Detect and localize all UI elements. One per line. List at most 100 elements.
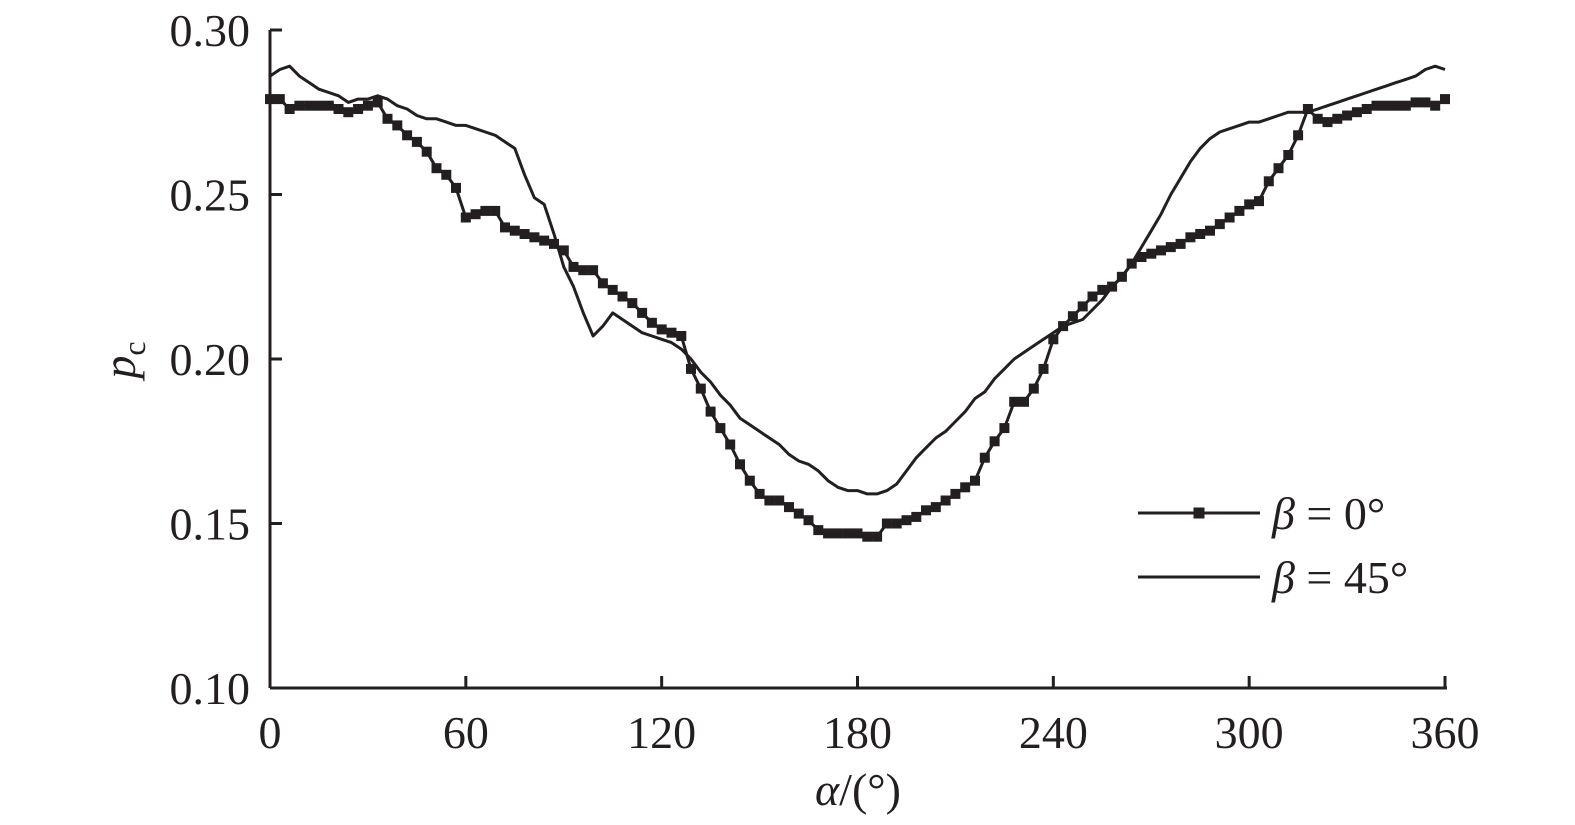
data-point <box>1136 252 1147 262</box>
data-point <box>1361 104 1372 114</box>
data-point <box>480 205 491 216</box>
data-point <box>441 169 452 180</box>
data-point <box>1234 205 1245 216</box>
data-point <box>666 327 677 338</box>
data-point <box>1146 248 1157 259</box>
data-point <box>646 317 657 328</box>
x-tick-label: 120 <box>627 707 696 758</box>
data-point <box>597 278 608 289</box>
data-point <box>519 229 530 239</box>
data-point <box>1038 363 1049 374</box>
legend-rest-beta-45: = 45° <box>1295 552 1408 603</box>
legend-symbol-beta-45: β <box>1271 552 1295 603</box>
data-point <box>744 475 755 486</box>
data-point <box>1214 219 1225 230</box>
legend-rest-beta-0: = 0° <box>1295 488 1385 539</box>
data-point <box>656 324 667 335</box>
data-point <box>421 146 432 157</box>
data-point <box>460 212 471 223</box>
data-point <box>539 235 550 246</box>
data-point <box>725 439 736 450</box>
data-point <box>1156 245 1166 256</box>
data-point <box>294 100 305 111</box>
y-axis-label: pc <box>94 341 152 381</box>
data-point <box>901 515 912 526</box>
data-point <box>970 475 980 486</box>
data-point <box>1430 100 1441 111</box>
data-point <box>1342 110 1353 121</box>
data-point <box>774 495 785 506</box>
data-point <box>1077 301 1088 312</box>
y-ticks: 0.10 0.15 0.20 0.25 0.30 <box>170 5 282 714</box>
data-point <box>323 100 334 111</box>
legend-marker-beta-0 <box>1193 507 1205 519</box>
data-point <box>813 525 824 536</box>
data-point <box>490 205 501 216</box>
axes <box>268 30 1447 690</box>
data-point <box>862 531 873 542</box>
data-point <box>549 238 559 249</box>
data-point <box>1087 291 1098 302</box>
data-point <box>705 406 716 417</box>
data-point <box>1351 107 1362 118</box>
data-point <box>1283 150 1294 160</box>
data-point <box>989 436 1000 447</box>
data-point <box>284 104 295 114</box>
data-point <box>1263 176 1274 187</box>
x-ticks: 0 60 120 180 240 300 360 <box>259 676 1480 758</box>
data-point <box>333 104 344 114</box>
y-axis-subscript: c <box>116 341 152 355</box>
data-point <box>999 423 1010 434</box>
data-point <box>470 209 481 220</box>
data-point <box>1400 100 1411 111</box>
data-point <box>558 245 569 256</box>
y-tick-label: 0.20 <box>170 334 251 385</box>
data-point <box>1019 396 1029 407</box>
y-tick-label: 0.25 <box>170 170 251 221</box>
data-point <box>793 508 804 519</box>
data-point <box>715 423 726 434</box>
x-tick-label: 300 <box>1215 707 1284 758</box>
y-axis-symbol: p <box>94 356 145 382</box>
data-point <box>1273 163 1284 174</box>
data-point <box>411 136 422 147</box>
data-point <box>842 528 853 539</box>
data-point <box>784 502 794 513</box>
series-line-beta-0 <box>270 97 1446 539</box>
data-point <box>607 284 618 295</box>
data-point <box>402 130 413 141</box>
x-tick-label: 60 <box>443 707 489 758</box>
data-point <box>1293 130 1304 141</box>
data-point <box>431 163 442 174</box>
data-point <box>509 225 520 236</box>
data-point <box>911 511 922 522</box>
y-tick-label: 0.15 <box>170 499 251 550</box>
data-point <box>921 505 931 516</box>
data-point <box>1440 94 1450 105</box>
data-point <box>1391 100 1401 111</box>
data-point <box>960 482 971 493</box>
data-point <box>392 120 403 131</box>
data-point <box>676 331 687 341</box>
x-axis-unit: /(°) <box>839 764 901 815</box>
data-point <box>1009 396 1020 407</box>
data-point <box>1175 238 1186 249</box>
data-point <box>1067 311 1078 322</box>
data-point <box>881 518 892 529</box>
data-point <box>1302 104 1313 114</box>
data-point <box>578 265 589 276</box>
data-point <box>1195 229 1206 239</box>
data-point <box>735 459 745 470</box>
data-point <box>588 265 599 276</box>
x-tick-label: 240 <box>1019 707 1088 758</box>
data-point <box>686 363 696 374</box>
data-point <box>872 531 883 542</box>
data-point <box>764 495 775 506</box>
legend-label-beta-0: β = 0° <box>1271 488 1385 539</box>
data-point <box>1312 113 1323 124</box>
data-point <box>314 100 324 111</box>
data-point <box>1097 284 1108 295</box>
series-layer <box>265 64 1450 542</box>
data-point <box>950 488 961 499</box>
